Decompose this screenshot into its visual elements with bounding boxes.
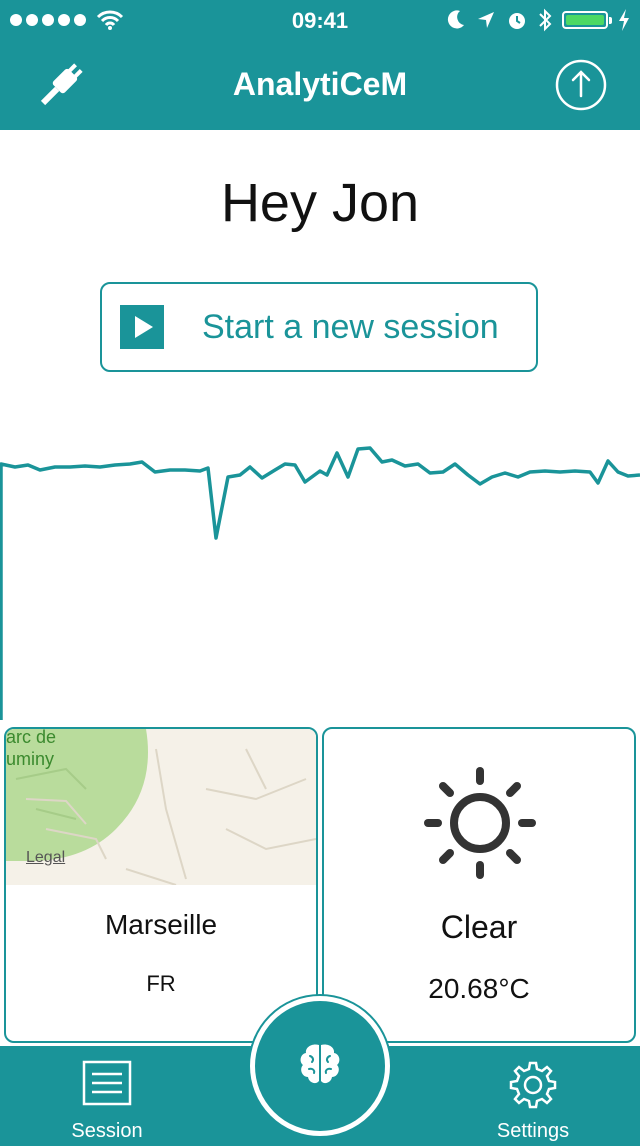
- moon-icon: [447, 10, 464, 29]
- signal-strength: [10, 9, 124, 31]
- play-icon: [120, 305, 164, 349]
- upload-icon[interactable]: [554, 58, 608, 112]
- map-view[interactable]: arc de uminy Legal: [6, 729, 316, 885]
- status-bar: 09:41: [0, 0, 640, 44]
- tab-session[interactable]: Session: [27, 1046, 187, 1146]
- charging-icon: [619, 9, 629, 31]
- brain-button[interactable]: [250, 996, 390, 1136]
- greeting-text: Hey Jon: [220, 173, 420, 233]
- nav-bar: AnalytiCeM: [0, 44, 640, 130]
- clock: 09:41: [291, 8, 349, 33]
- weather-condition: Clear: [440, 909, 518, 945]
- map-legal-link[interactable]: Legal: [26, 849, 66, 866]
- app-title: AnalytiCeM: [232, 66, 408, 102]
- sun-icon: [424, 767, 536, 879]
- tab-session-label: Session: [71, 1120, 143, 1142]
- tab-settings-label: Settings: [496, 1120, 570, 1142]
- location-icon: [478, 12, 494, 28]
- wifi-icon: [96, 10, 124, 30]
- gear-icon: [509, 1061, 557, 1109]
- location-card[interactable]: arc de uminy Legal Marseille FR: [4, 727, 318, 1043]
- list-icon: [82, 1060, 132, 1106]
- map-place-label: arc de: [6, 727, 57, 747]
- country-code: FR: [146, 971, 176, 996]
- bluetooth-icon: [539, 8, 552, 32]
- start-session-label: Start a new session: [202, 307, 499, 346]
- map-place-label: uminy: [6, 749, 55, 769]
- temperature: 20.68°C: [428, 973, 530, 1004]
- plug-icon[interactable]: [32, 58, 88, 114]
- eeg-waveform: [0, 446, 640, 720]
- brain-icon: [300, 1044, 340, 1084]
- tab-settings[interactable]: Settings: [453, 1046, 613, 1146]
- alarm-icon: [509, 13, 525, 29]
- start-session-button[interactable]: Start a new session: [100, 282, 538, 372]
- weather-card[interactable]: Clear 20.68°C: [322, 727, 636, 1043]
- battery-indicator: [562, 11, 612, 29]
- city-name: Marseille: [104, 909, 218, 940]
